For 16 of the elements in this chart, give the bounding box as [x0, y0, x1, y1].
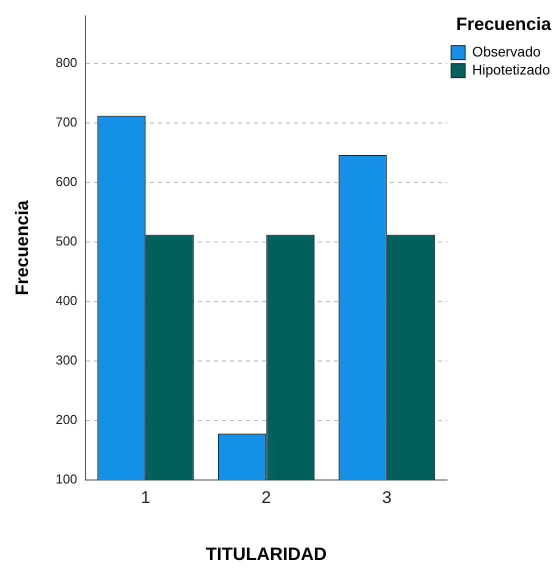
y-tick-label: 600 [56, 174, 78, 190]
y-tick-label: 100 [56, 472, 78, 487]
y-tick-label: 800 [56, 54, 78, 70]
x-tick-label: 3 [382, 488, 392, 507]
legend-title: Frecuencia [456, 14, 552, 34]
y-tick-label: 500 [56, 234, 78, 249]
y-tick-label: 400 [56, 293, 78, 308]
y-tick-label: 700 [56, 114, 78, 130]
y-axis-title: Frecuencia [12, 199, 32, 296]
legend-label: Observado [472, 43, 541, 60]
x-axis-title: TITULARIDAD [206, 544, 327, 564]
y-tick-label: 200 [56, 412, 78, 428]
x-tick-label: 1 [140, 488, 150, 507]
legend-label: Hipotetizado [472, 61, 550, 78]
y-tick-label: 300 [56, 352, 78, 368]
x-tick-label: 2 [261, 488, 271, 507]
